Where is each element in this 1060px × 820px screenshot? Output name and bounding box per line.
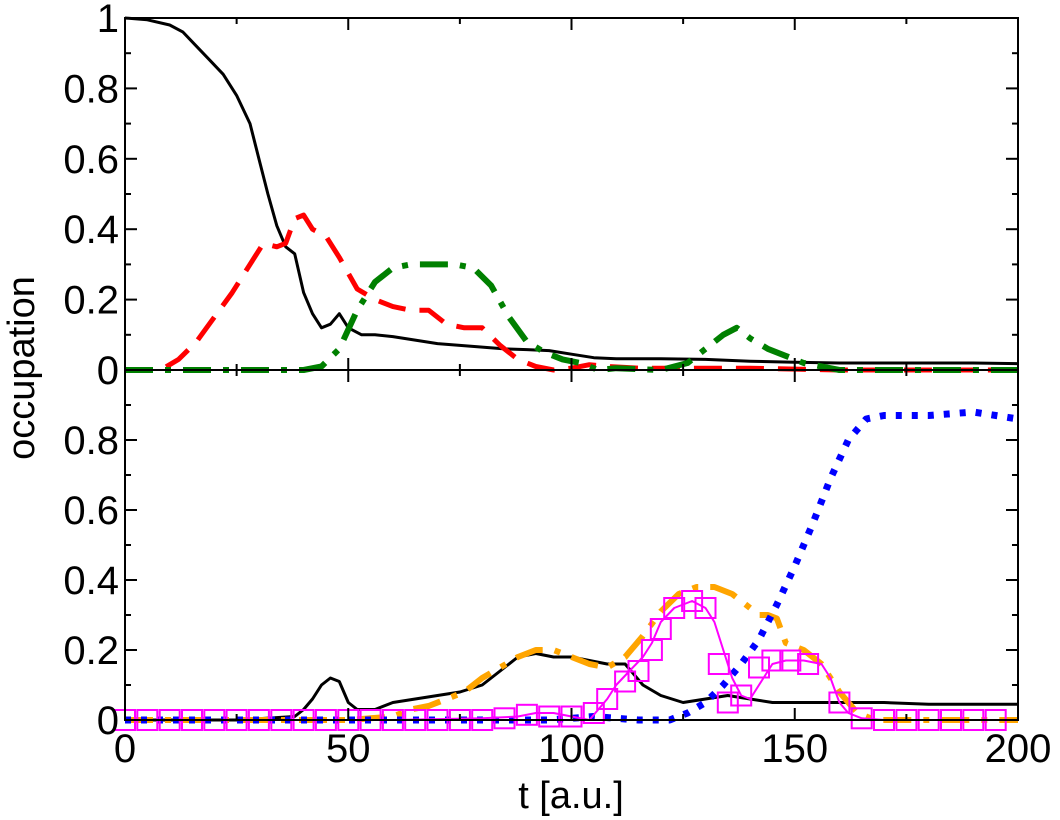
bottom-series-4-marker bbox=[515, 703, 538, 726]
bottom-y-tick-label: 0.2 bbox=[63, 629, 119, 673]
bottom-series-4-marker bbox=[748, 656, 770, 679]
top-y-tick-label: 0 bbox=[97, 349, 119, 393]
bottom-panel: 0 50 100 150 200 0 0.2 0.4 0.6 0.8 bbox=[63, 369, 1051, 771]
x-axis-title: t [a.u.] bbox=[518, 775, 624, 817]
bottom-series-group bbox=[114, 408, 1019, 731]
bottom-series-4-marker bbox=[649, 618, 672, 640]
bottom-series-4-marker bbox=[694, 597, 717, 619]
top-ticks-group: 0 0.2 0.4 0.6 0.8 1 bbox=[63, 0, 1019, 393]
bottom-plot-frame bbox=[124, 369, 1019, 721]
bottom-series-4-marker bbox=[560, 705, 583, 728]
bottom-series-4-line bbox=[125, 600, 1018, 721]
bottom-series-4-marker bbox=[582, 702, 605, 724]
bottom-y-tick-label: 0.8 bbox=[63, 419, 119, 463]
bottom-series-3-line bbox=[125, 408, 1019, 724]
bottom-series-4-marker bbox=[716, 691, 739, 714]
top-y-tick-label: 0.8 bbox=[63, 67, 119, 111]
y-axis-title: occupation bbox=[1, 276, 43, 460]
bottom-x-tick-label: 100 bbox=[538, 727, 605, 771]
bottom-series-4-marker bbox=[707, 653, 730, 675]
bottom-series-4-marker bbox=[761, 649, 784, 672]
bottom-series-4-marker bbox=[663, 597, 686, 619]
top-y-tick-label: 1 bbox=[97, 0, 119, 41]
bottom-series-4-marker bbox=[779, 649, 802, 672]
bottom-series-4-marker bbox=[850, 707, 873, 730]
top-plot-frame bbox=[124, 17, 1019, 371]
bottom-series-4-marker bbox=[828, 691, 851, 714]
bottom-x-tick-label: 50 bbox=[326, 727, 371, 771]
bottom-x-tick-label: 150 bbox=[761, 727, 828, 771]
bottom-series-4-marker bbox=[730, 684, 753, 707]
top-panel: 0 0.2 0.4 0.6 0.8 1 bbox=[63, 0, 1019, 393]
bottom-x-tick-label: 200 bbox=[985, 727, 1052, 771]
bottom-y-tick-label: 0.4 bbox=[63, 559, 119, 603]
top-series-group bbox=[124, 16, 1019, 373]
top-y-tick-label: 0.2 bbox=[63, 279, 119, 323]
top-y-tick-label: 0.6 bbox=[63, 138, 119, 182]
bottom-series-4-marker bbox=[538, 705, 561, 728]
top-y-tick-label: 0.4 bbox=[63, 208, 119, 252]
bottom-series-4-marker bbox=[596, 688, 619, 710]
bottom-series-4-marker bbox=[681, 590, 704, 612]
bottom-y-tick-label: 0 bbox=[97, 699, 119, 743]
bottom-ticks-group: 0 50 100 150 200 0 0.2 0.4 0.6 0.8 bbox=[63, 370, 1051, 771]
top-series-3-line bbox=[125, 261, 1018, 373]
bottom-series-4-marker bbox=[627, 660, 650, 682]
top-series-1-line bbox=[124, 16, 1019, 366]
bottom-series-4-marker bbox=[493, 707, 516, 730]
bottom-series-2-line bbox=[125, 584, 1018, 723]
bottom-y-tick-label: 0.6 bbox=[63, 489, 119, 533]
top-series-2-line bbox=[125, 212, 1018, 373]
bottom-x-tick-label: 0 bbox=[114, 727, 136, 771]
bottom-series-4-marker bbox=[797, 653, 820, 675]
